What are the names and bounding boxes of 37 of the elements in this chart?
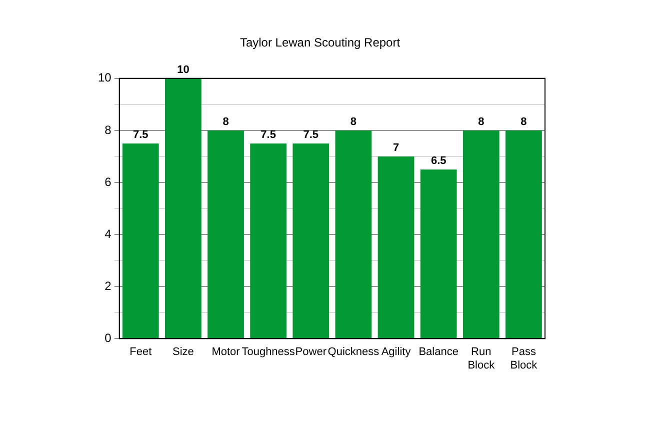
y-tick-label: 4 <box>104 226 112 241</box>
x-tick-label: Balance <box>418 346 458 358</box>
chart-title: Taylor Lewan Scouting Report <box>240 36 401 50</box>
bar <box>420 169 457 338</box>
y-tick-label: 2 <box>104 278 112 293</box>
x-tick-label: Toughness <box>242 346 296 358</box>
y-tick-label: 8 <box>104 122 112 137</box>
data-label: 10 <box>177 64 190 76</box>
x-tick-label: Agility <box>381 346 412 358</box>
bar <box>378 156 414 338</box>
bar <box>250 143 287 338</box>
x-tick-label: Feet <box>130 346 152 358</box>
data-label: 7.5 <box>132 128 148 141</box>
y-tick-label: 10 <box>98 70 112 85</box>
y-tick-label: 0 <box>104 330 112 345</box>
data-label: 6.5 <box>430 155 446 167</box>
x-tick-label: Power <box>295 346 327 358</box>
data-label: 7.5 <box>260 128 276 141</box>
bar <box>292 143 330 338</box>
y-tick-label: 6 <box>104 174 112 189</box>
bar <box>506 130 542 338</box>
x-tick-label: Quickness <box>328 346 380 358</box>
data-label: 8 <box>222 116 229 128</box>
bar <box>208 130 244 338</box>
x-tick-label: Run Block <box>468 346 496 372</box>
x-tick-label: Motor <box>212 346 240 358</box>
bar <box>462 130 500 338</box>
data-label: 7 <box>392 142 400 154</box>
data-label: 7.5 <box>303 128 319 141</box>
data-label: 8 <box>350 116 357 128</box>
data-label: 8 <box>520 116 527 128</box>
bar <box>165 78 202 338</box>
x-tick-label: Size <box>172 346 194 358</box>
bar <box>335 130 372 338</box>
x-tick-label: Pass Block <box>510 346 538 372</box>
bar <box>122 143 159 338</box>
data-label: 8 <box>478 116 484 128</box>
